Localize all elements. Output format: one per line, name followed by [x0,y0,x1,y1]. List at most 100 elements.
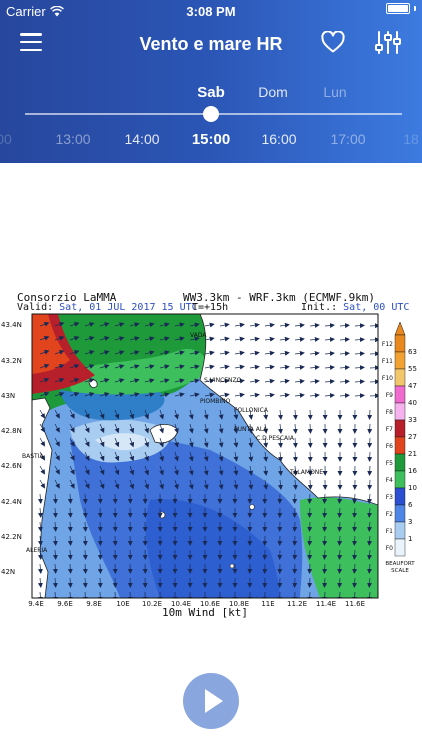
wind-arrow [69,336,80,341]
wind-arrow [339,351,350,357]
time-slider-knob[interactable] [203,106,219,122]
wind-arrow [67,577,73,588]
scale-swatch [394,334,406,353]
wind-arrow [144,336,155,342]
map-init-row: Init.: Sat, 00 UTC [301,302,409,313]
wind-arrow [37,521,43,532]
wind-arrow [352,493,358,504]
wind-arrow [218,437,224,448]
wind-arrow [264,378,275,384]
wind-arrow [218,451,224,462]
hour-item-selected[interactable]: 15:00 [191,131,231,148]
wind-arrow [249,392,260,398]
wind-arrow [129,336,140,342]
wind-arrow [367,577,373,588]
wind-arrow [129,409,135,420]
wind-arrow [219,336,230,342]
wind-arrow [292,409,298,420]
wind-arrow [159,409,164,420]
lat-label: 43N [1,392,15,400]
wind-arrow [248,479,254,490]
scale-value-label: 16 [408,467,417,475]
wind-arrow [52,493,58,504]
hour-item[interactable]: 16:00 [261,131,297,147]
wind-arrow [294,364,305,370]
favorite-heart-icon[interactable] [321,31,345,53]
wind-arrow [189,378,200,384]
wind-arrow [54,321,65,327]
hour-item[interactable]: 13:00 [55,131,91,147]
menu-button[interactable] [20,33,42,51]
wind-arrow [69,322,80,327]
lon-label: 11.4E [316,600,336,608]
wind-arrow [263,409,269,420]
beaufort-force-label: F9 [386,392,393,399]
lat-label: 43.2N [1,357,22,365]
scale-value-label: 27 [408,433,417,441]
wind-arrow [67,493,73,504]
wind-arrow [97,577,103,588]
wind-arrow [337,563,343,574]
wind-arrow [114,336,125,342]
map-footer-label: 10m Wind [kt] [162,606,248,619]
scale-value-label: 1 [408,535,412,543]
hour-item[interactable]: 18 [403,131,419,147]
wind-arrow [82,577,88,588]
wind-arrow [307,563,313,574]
wind-arrow [354,351,365,357]
wind-arrow [129,423,135,434]
day-selector: Sab Dom Lun [0,84,422,102]
wind-arrow [129,364,140,370]
hour-item[interactable]: 00 [0,131,12,147]
wind-arrow [159,465,164,476]
init-label: Init.: [301,302,338,313]
wind-arrow [294,322,305,328]
wind-arrow [248,437,254,448]
wind-arrow [54,349,65,355]
wind-arrow [114,437,120,448]
wind-arrow [367,451,373,462]
day-tab-saturday[interactable]: Sab [197,84,225,101]
wind-arrow [69,423,75,433]
scale-value-label: 47 [408,382,417,390]
wind-arrow [99,350,110,355]
hour-item[interactable]: 17:00 [330,131,366,147]
wind-arrow [159,378,170,384]
day-tab-monday[interactable]: Lun [323,84,347,100]
wind-arrow [52,535,58,546]
wind-arrow [114,409,120,420]
lon-label: 10.8E [229,600,249,608]
wind-arrow [339,337,350,343]
wind-arrow [339,379,350,385]
wind-arrow [114,364,125,370]
hour-item[interactable]: 14:00 [124,131,160,147]
wind-arrow [174,378,185,384]
place-label: PUNTA ALA [234,426,268,433]
wind-arrow [144,465,150,476]
wind-arrow [233,437,239,448]
wind-arrow [307,493,313,504]
wind-arrow [292,423,298,434]
status-bar: Carrier 3:08 PM [0,0,422,22]
wind-arrow [69,350,80,355]
play-button[interactable] [183,673,239,729]
wind-arrow [114,322,125,328]
wind-arrow [203,479,209,490]
wind-arrow [84,479,90,490]
wind-arrow [309,392,320,398]
wind-arrow [278,423,283,434]
wind-arrow [54,451,60,461]
day-tab-sunday[interactable]: Dom [258,84,288,100]
wind-arrow [218,409,224,420]
wind-arrow [278,479,283,490]
settings-sliders-icon[interactable] [375,30,401,55]
wind-arrow [279,350,290,356]
wind-arrow [337,493,343,504]
wind-arrow [52,591,58,598]
wind-arrow [278,451,283,462]
wind-arrow [82,563,88,574]
scale-swatch [394,453,406,472]
wind-arrow [354,365,365,371]
wind-arrow [322,535,328,546]
